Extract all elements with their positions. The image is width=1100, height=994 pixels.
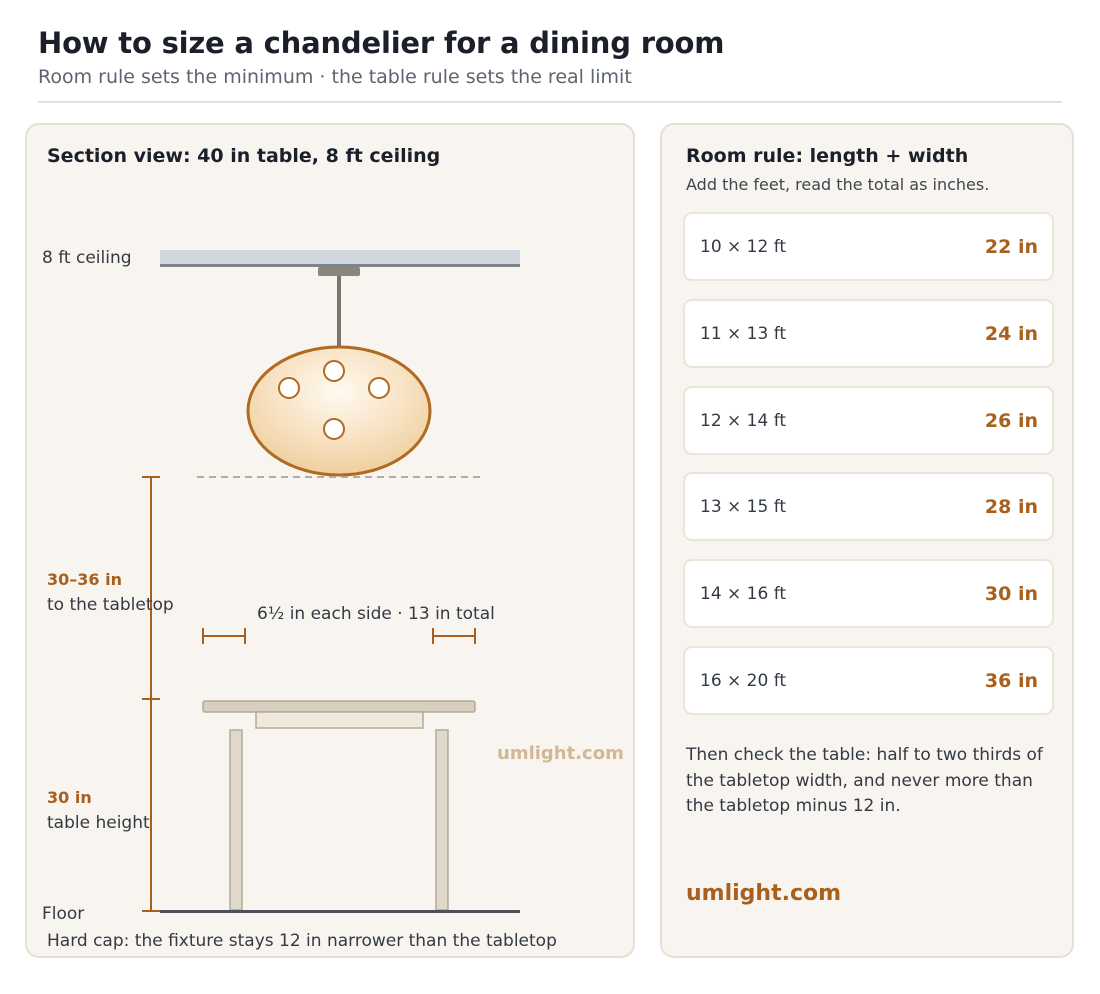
hard-cap-caption: Hard cap: the fixture stays 12 in narrow… [47, 931, 557, 951]
header-divider [38, 101, 1062, 103]
section-view-title: Section view: 40 in table, 8 ft ceiling [47, 145, 441, 167]
table-leg-left [229, 729, 243, 911]
clearance-description: to the tabletop [47, 595, 174, 615]
side-margin-label: 6½ in each side · 13 in total [257, 604, 495, 624]
bulb-icon [368, 377, 390, 399]
room-rule-title: Room rule: length + width [686, 145, 969, 167]
room-dimensions: 12 × 14 ft [700, 411, 787, 431]
room-dimensions: 16 × 20 ft [700, 671, 787, 691]
room-rule-subtitle: Add the feet, read the total as inches. [686, 175, 990, 194]
side-margin-marker-left [202, 628, 246, 644]
section-view-panel: Section view: 40 in table, 8 ft ceiling … [25, 123, 635, 958]
room-dimensions: 10 × 12 ft [700, 237, 787, 257]
dining-table [202, 700, 476, 911]
ceiling-label: 8 ft ceiling [42, 248, 132, 268]
table-height-value: 30 in [47, 788, 92, 807]
chandelier-size: 28 in [984, 496, 1038, 518]
room-dimensions: 13 × 15 ft [700, 497, 787, 517]
suspension-rod [337, 276, 341, 348]
watermark: umlight.com [497, 743, 624, 764]
canopy [318, 267, 360, 276]
bulb-icon [323, 418, 345, 440]
room-rule-panel: Room rule: length + width Add the feet, … [660, 123, 1074, 958]
chandelier-size: 22 in [984, 236, 1038, 258]
size-row: 11 × 13 ft 24 in [683, 299, 1054, 368]
clearance-value: 30–36 in [47, 570, 122, 589]
page-subtitle: Room rule sets the minimum · the table r… [38, 66, 632, 88]
table-check-note: Then check the table: half to two thirds… [686, 745, 1043, 816]
floor-line [160, 910, 520, 913]
room-dimensions: 11 × 13 ft [700, 324, 787, 344]
size-row: 14 × 16 ft 30 in [683, 559, 1054, 628]
ceiling-slab [160, 250, 520, 267]
size-row: 10 × 12 ft 22 in [683, 212, 1054, 281]
tabletop [202, 700, 476, 713]
side-margin-marker-right [432, 628, 476, 644]
size-row: 16 × 20 ft 36 in [683, 646, 1054, 715]
table-apron [255, 711, 424, 729]
room-dimensions: 14 × 16 ft [700, 584, 787, 604]
size-row: 12 × 14 ft 26 in [683, 386, 1054, 455]
chandelier-size: 30 in [984, 583, 1038, 605]
chandelier-size: 26 in [984, 410, 1038, 432]
chandelier-size: 36 in [984, 670, 1038, 692]
section-diagram [142, 250, 520, 913]
bulb-icons [278, 360, 390, 440]
size-row: 13 × 15 ft 28 in [683, 472, 1054, 541]
bulb-icon [278, 377, 300, 399]
chandelier-size: 24 in [984, 323, 1038, 345]
table-height-description: table height [47, 813, 150, 833]
page-title: How to size a chandelier for a dining ro… [38, 26, 725, 60]
table-leg-right [435, 729, 449, 911]
floor-label: Floor [42, 904, 85, 924]
brand-link[interactable]: umlight.com [686, 881, 842, 906]
bulb-icon [323, 360, 345, 382]
vertical-dimension [142, 476, 160, 912]
